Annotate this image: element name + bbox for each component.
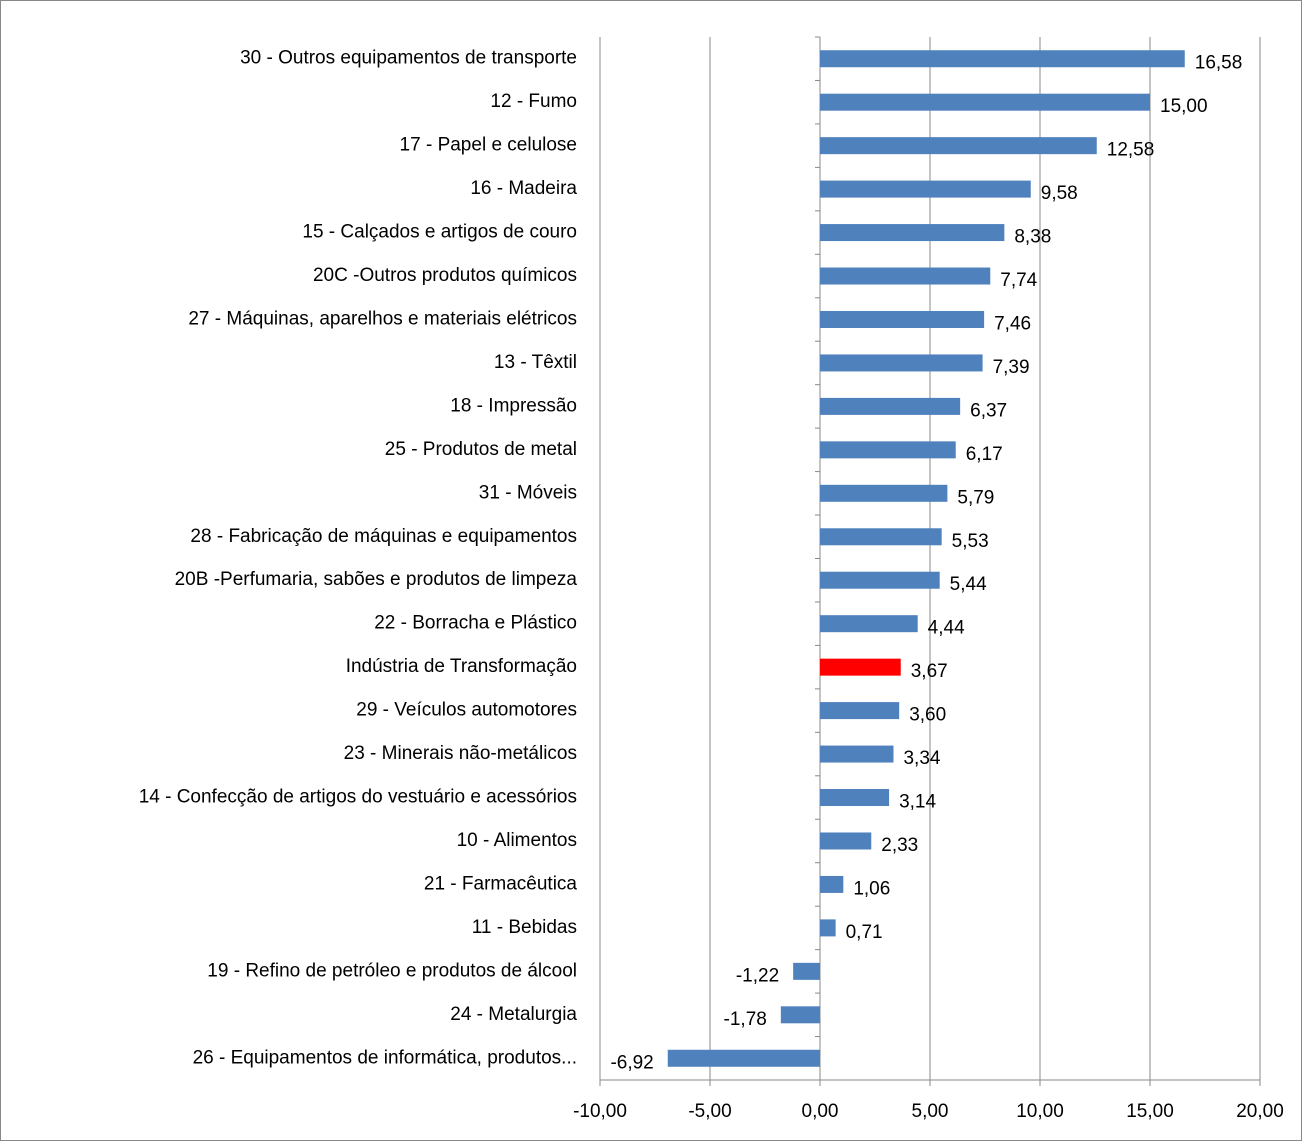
x-tick-label: -5,00 [688,1101,731,1122]
value-label: 9,58 [1041,183,1078,204]
x-tick-label: 5,00 [912,1101,949,1122]
bar [820,180,1031,198]
bar [780,1006,820,1024]
value-label: 1,06 [853,878,890,899]
y-tick-label: 11 - Bebidas [472,917,577,938]
y-tick-label: 15 - Calçados e artigos de couro [302,222,577,243]
value-label: 5,44 [950,574,987,595]
value-label: 4,44 [928,618,965,639]
y-tick-label: 24 - Metalurgia [450,1004,577,1025]
y-tick-label: 16 - Madeira [470,178,577,199]
y-tick-label: 18 - Impressão [450,395,577,416]
y-tick-label: 12 - Fumo [490,91,577,112]
x-tick-label: -10,00 [573,1101,627,1122]
value-label: 16,58 [1195,53,1243,74]
x-tick-label: 20,00 [1236,1101,1284,1122]
value-label: 12,58 [1107,140,1155,161]
y-tick-label: 23 - Minerais não-metálicos [344,743,577,764]
value-label: 3,14 [899,792,936,813]
value-label: 6,37 [970,400,1007,421]
y-tick-label: Indústria de Transformação [346,656,577,677]
bar [820,832,872,850]
y-tick-label: 30 - Outros equipamentos de transporte [240,48,577,69]
value-label: 2,33 [881,835,918,856]
bar [820,50,1185,68]
bar [820,745,894,763]
y-tick-label: 27 - Máquinas, aparelhos e materiais elé… [188,308,577,329]
y-tick-label: 31 - Móveis [479,482,577,503]
bar [820,224,1005,242]
value-label: 15,00 [1160,96,1208,117]
y-tick-label: 17 - Papel e celulose [400,135,577,156]
value-label: -1,78 [724,1009,767,1030]
bar [820,528,942,546]
value-label: 7,74 [1000,270,1037,291]
y-tick-label: 28 - Fabricação de máquinas e equipament… [190,526,577,547]
value-label: -6,92 [610,1052,653,1073]
bar [820,571,940,589]
y-tick-label: 26 - Equipamentos de informática, produt… [193,1047,577,1068]
x-tick-label: 0,00 [802,1101,839,1122]
y-tick-label: 20C -Outros produtos químicos [313,265,577,286]
value-label: 7,46 [994,313,1031,334]
value-label: -1,22 [736,965,779,986]
bar [820,310,985,328]
bar [820,484,948,502]
bar [667,1049,820,1067]
bar [820,919,836,937]
bar [793,962,820,980]
bar [820,397,961,415]
bar [820,789,890,807]
value-label: 5,53 [952,531,989,552]
value-label: 6,17 [966,444,1003,465]
value-label: 8,38 [1014,227,1051,248]
x-tick-label: 10,00 [1016,1101,1064,1122]
y-tick-label: 20B -Perfumaria, sabões e produtos de li… [175,569,578,590]
value-label: 3,60 [909,705,946,726]
bar [820,93,1150,111]
bar [820,354,983,372]
bar [820,615,918,633]
x-tick-label: 15,00 [1126,1101,1174,1122]
bar [820,875,844,893]
bar [820,441,956,459]
bar [820,702,900,720]
y-tick-label: 21 - Farmacêutica [424,873,578,894]
y-tick-label: 19 - Refino de petróleo e produtos de ál… [207,960,577,981]
bar [820,658,901,676]
value-label: 5,79 [957,487,994,508]
y-tick-label: 14 - Confecção de artigos do vestuário e… [139,787,577,808]
bar [820,267,991,285]
y-tick-label: 13 - Têxtil [494,352,577,373]
y-tick-label: 22 - Borracha e Plástico [374,613,577,634]
y-tick-label: 25 - Produtos de metal [385,439,577,460]
bar [820,137,1097,155]
value-label: 3,34 [903,748,940,769]
y-tick-label: 10 - Alimentos [457,830,577,851]
value-label: 3,67 [911,661,948,682]
value-label: 7,39 [993,357,1030,378]
y-tick-label: 29 - Veículos automotores [356,700,577,721]
value-label: 0,71 [846,922,883,943]
